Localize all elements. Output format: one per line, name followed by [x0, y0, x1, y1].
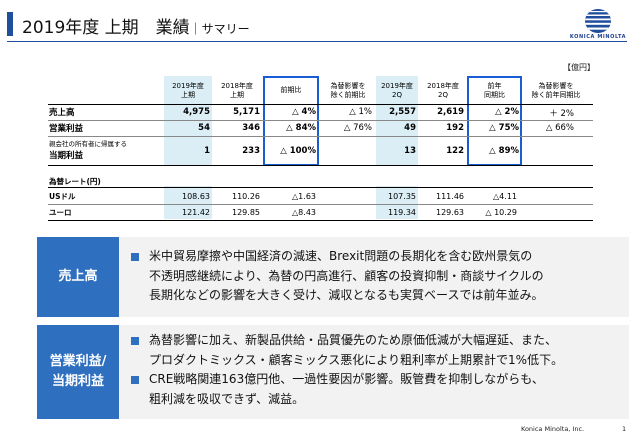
col-header: 前年 同期比: [484, 82, 505, 99]
table-cell: 346: [242, 123, 260, 133]
bullet-text: CRE戦略関連163億円他、一過性要因が影響。販管費を抑制しながらも、 粗利減を…: [149, 372, 544, 406]
fx-label-eur: ユーロ: [49, 208, 72, 217]
page-subtitle: ｜サマリー: [189, 22, 250, 36]
table-cell: 129.63: [436, 208, 464, 217]
table-cell: 13: [404, 146, 416, 156]
fx-label-usd: USドル: [49, 192, 76, 201]
table-cell: 121.42: [182, 208, 210, 217]
title-divider: [7, 41, 627, 42]
table-cell: △ 100%: [280, 146, 316, 156]
fx-section-title: 為替レート(円): [49, 177, 101, 186]
highlight-col-fy2019q2-fx: [376, 186, 418, 219]
col-header: 前期比: [280, 86, 302, 94]
footer-company: Konica Minolta, Inc.: [521, 425, 585, 433]
table-cell: 110.26: [232, 192, 260, 201]
logo-wordmark: KONICA MINOLTA: [569, 34, 627, 40]
fx-rule-top: [48, 187, 593, 188]
commentary-panel-profit: 営業利益/ 当期利益 為替影響に加え、新製品供給・品質優先のため原価低減が大幅遅…: [37, 325, 629, 419]
table-cell: △ 75%: [489, 123, 519, 133]
bullet-square-icon: [131, 337, 139, 345]
table-cell: 54: [198, 123, 210, 133]
table-cell: 108.63: [182, 192, 210, 201]
page-number: 1: [622, 425, 627, 433]
col-header: 2018年度 上期: [221, 82, 253, 99]
row-label-net-profit: 当期利益: [49, 151, 84, 161]
bullet-text: 為替影響に加え、新製品供給・品質優先のため原価低減が大幅遅延、また、 プロダクト…: [149, 333, 564, 367]
page-title: 2019年度 上期 業績｜サマリー: [22, 18, 250, 38]
table-cell: △ 1%: [349, 107, 372, 117]
company-logo: KONICA MINOLTA: [567, 8, 629, 42]
panel-label-profit: 営業利益/ 当期利益: [37, 325, 119, 419]
table-cell: 122: [446, 146, 464, 156]
commentary-panel-sales: 売上高 米中貿易摩擦や中国経済の減速、Brexit問題の長期化を含む欧州景気の …: [37, 237, 629, 317]
table-cell: 49: [404, 123, 416, 133]
panel-label-sales: 売上高: [37, 237, 119, 317]
col-header: 為替影響を 除く前期比: [330, 82, 366, 99]
fx-rule-bottom: [48, 220, 593, 221]
bullet-square-icon: [131, 376, 139, 384]
table-cell: △ 10.29: [485, 208, 517, 217]
highlight-col-fy2019h1-fx: [164, 186, 212, 219]
table-cell: △ 2%: [495, 107, 519, 117]
table-cell: △ 84%: [286, 123, 316, 133]
table-row-divider: [48, 120, 593, 121]
bullet-text: 米中貿易摩擦や中国経済の減速、Brexit問題の長期化を含む欧州景気の 不透明感…: [149, 249, 544, 302]
row-sublabel-owners: 親会社の所有者に帰属する: [49, 140, 127, 148]
table-cell: 2,619: [437, 107, 464, 117]
table-cell: 233: [242, 146, 260, 156]
col-header: 2019年度 上期: [172, 82, 204, 99]
table-cell: △ 4%: [292, 107, 316, 117]
globe-icon: [585, 9, 611, 33]
fx-row-divider: [48, 204, 593, 205]
col-header: 為替影響を 除く前年同期比: [531, 82, 581, 99]
table-cell: △1.63: [292, 192, 316, 201]
table-cell: 119.34: [388, 208, 416, 217]
col-header: 2019年度 2Q: [381, 82, 413, 99]
table-cell: 1: [204, 146, 210, 156]
title-accent-bar: [7, 12, 13, 36]
table-cell: ＋ 2%: [549, 109, 574, 119]
highlight-col-fy2019h1: [164, 76, 212, 166]
table-rule-bottom: [48, 165, 593, 166]
table-cell: 192: [446, 123, 464, 133]
table-rule-top: [48, 104, 593, 105]
table-cell: △ 76%: [343, 123, 372, 133]
table-cell: △ 89%: [489, 146, 519, 156]
table-cell: 5,171: [233, 107, 260, 117]
col-header: 2018年度 2Q: [427, 82, 459, 99]
table-row-divider: [48, 136, 593, 137]
table-cell: 107.35: [388, 192, 416, 201]
row-label-sales: 売上高: [49, 108, 75, 118]
table-cell: △4.11: [493, 192, 517, 201]
row-label-operating-profit: 営業利益: [49, 124, 84, 134]
table-cell: 4,975: [183, 107, 210, 117]
unit-label: 【億円】: [563, 63, 595, 72]
table-cell: 2,557: [389, 107, 416, 117]
table-cell: △ 66%: [545, 123, 574, 133]
highlight-col-fy2019q2: [376, 76, 418, 166]
table-cell: 111.46: [436, 192, 464, 201]
table-cell: △8.43: [292, 208, 316, 217]
bullet-square-icon: [131, 253, 139, 261]
table-cell: 129.85: [232, 208, 260, 217]
